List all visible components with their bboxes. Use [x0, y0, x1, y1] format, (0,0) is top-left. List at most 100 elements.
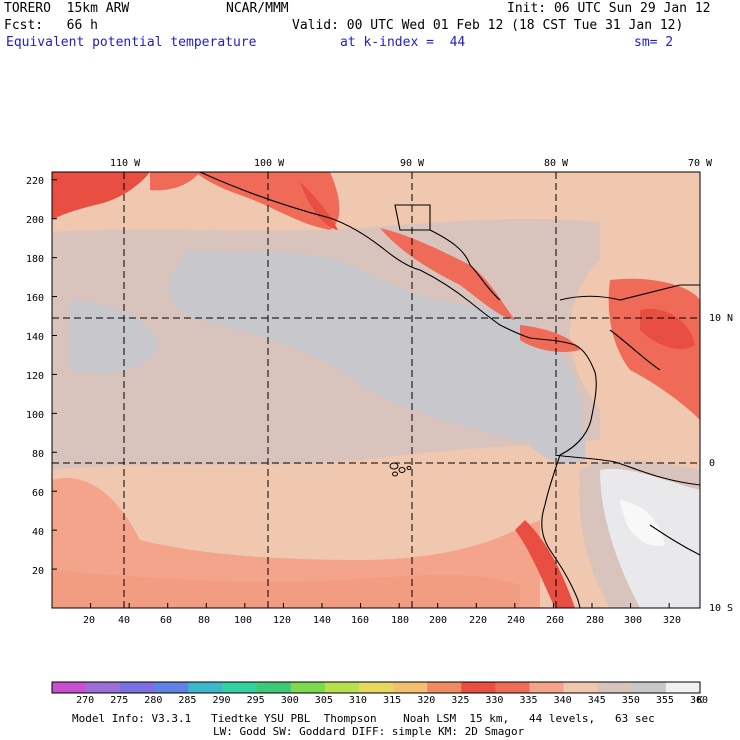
x-label-280: 280	[586, 615, 605, 626]
caribbean-coast	[429, 229, 501, 301]
y-label-40: 40	[32, 527, 45, 538]
field-335-panama	[520, 325, 580, 352]
lat-label-eq: 0	[709, 458, 716, 469]
colorbar	[51, 681, 701, 694]
lon-label-70w: 70 W	[688, 158, 713, 169]
field-350a	[168, 250, 583, 455]
field-350c	[520, 388, 586, 464]
colorbar-value-label: 270	[76, 695, 95, 706]
field-name: Equivalent potential temperature	[6, 35, 257, 50]
colorbar-swatch	[427, 682, 462, 693]
lon-label-90w: 90 W	[400, 158, 425, 169]
island-3	[392, 471, 398, 477]
colorbar-swatch	[52, 682, 87, 693]
field-350b	[70, 300, 160, 374]
colorbar-swatch	[290, 682, 326, 693]
colorbar-value-label: 315	[383, 695, 402, 706]
colorbar-value-label: 310	[348, 695, 367, 706]
x-label-100: 100	[234, 615, 253, 626]
x-label-140: 140	[313, 615, 332, 626]
x-label-20: 20	[83, 615, 96, 626]
field-330-nw	[52, 172, 150, 220]
colorbar-value-label: 345	[587, 695, 606, 706]
colorbar-swatch	[563, 682, 598, 693]
y-label-140: 140	[26, 332, 45, 343]
colorbar-value-label: 285	[178, 695, 197, 706]
valid-time: Valid: 00 UTC Wed 01 Feb 12 (18 CST Tue …	[292, 18, 684, 33]
field-335-south	[52, 478, 540, 608]
y-label-200: 200	[26, 215, 45, 226]
colorbar-value-label: 275	[110, 695, 129, 706]
island-2	[398, 467, 406, 473]
y-label-160: 160	[26, 293, 45, 304]
field-330-peru	[515, 520, 575, 608]
colorbar-swatch	[597, 682, 633, 693]
theta-e-field	[52, 172, 700, 608]
colorbar-value-label: 280	[144, 695, 163, 706]
colorbar-value-label: 320	[417, 695, 436, 706]
field-335-colombia	[608, 278, 700, 420]
colorbar-value-label: 360	[690, 695, 709, 706]
ecuador-peru-border	[554, 454, 700, 486]
peru-brazil-border	[649, 524, 700, 556]
x-label-300: 300	[624, 615, 643, 626]
colorbar-swatch	[665, 682, 701, 693]
colorbar-swatch	[631, 682, 667, 693]
colorbar-swatch	[461, 682, 496, 693]
colorbar-value-label: 300	[280, 695, 299, 706]
field-360b	[620, 500, 665, 546]
colorbar-value-label: 295	[246, 695, 265, 706]
colorbar-value-label: 350	[621, 695, 640, 706]
colorbar-value-label: 325	[451, 695, 470, 706]
field-335-nw	[150, 172, 200, 191]
lon-label-80w: 80 W	[544, 158, 569, 169]
map-frame	[51, 171, 701, 609]
colorbar-value-label: 335	[519, 695, 538, 706]
y-label-180: 180	[26, 254, 45, 265]
colorbar-swatch	[120, 682, 155, 693]
x-label-180: 180	[391, 615, 410, 626]
colorbar-swatch	[393, 682, 428, 693]
smooth-label: sm= 2	[634, 35, 674, 50]
x-label-160: 160	[351, 615, 370, 626]
forecast-hour: Fcst: 66 h	[4, 18, 98, 33]
x-label-40: 40	[118, 615, 131, 626]
footer-physics: LW: Godd SW: Goddard DIFF: simple KM: 2D…	[213, 725, 525, 738]
colorbar-value-label: 305	[314, 695, 333, 706]
x-label-260: 260	[546, 615, 565, 626]
x-label-120: 120	[273, 615, 292, 626]
colorbar-value-label: 330	[485, 695, 504, 706]
lon-label-110w: 110 W	[110, 158, 141, 169]
field-335-ca	[380, 228, 515, 320]
center-label: NCAR/MMM	[226, 1, 289, 16]
colorbar-value-label: 340	[553, 695, 572, 706]
colorbar-swatch	[358, 682, 394, 693]
x-label-320: 320	[663, 615, 682, 626]
init-time: Init: 06 UTC Sun 29 Jan 12	[507, 1, 711, 16]
lat-label-10s: 10 S	[709, 603, 734, 614]
pacific-coastline	[199, 172, 597, 608]
footer-model-info: Model Info: V3.3.1 Tiedtke YSU PBL Thomp…	[72, 712, 655, 725]
y-label-100: 100	[26, 410, 45, 421]
y-label-60: 60	[32, 488, 45, 499]
colorbar-swatch	[529, 682, 564, 693]
field-330-colombia	[640, 309, 695, 350]
northern-sa-coast	[559, 284, 700, 301]
colorbar-frame	[51, 681, 701, 694]
colorbar-swatch	[495, 682, 530, 693]
colorbar-value-label: 290	[212, 695, 231, 706]
x-label-220: 220	[469, 615, 488, 626]
x-label-200: 200	[429, 615, 448, 626]
colorbar-swatch	[222, 682, 257, 693]
x-label-60: 60	[160, 615, 173, 626]
colorbar-swatch	[324, 682, 360, 693]
colorbar-unit: K	[697, 695, 704, 706]
colombia-border	[609, 329, 661, 371]
x-label-240: 240	[507, 615, 526, 626]
coastlines	[199, 172, 700, 608]
colorbar-swatch	[188, 682, 223, 693]
lon-label-100w: 100 W	[254, 158, 285, 169]
y-label-220: 220	[26, 176, 45, 187]
graticule	[52, 172, 700, 608]
